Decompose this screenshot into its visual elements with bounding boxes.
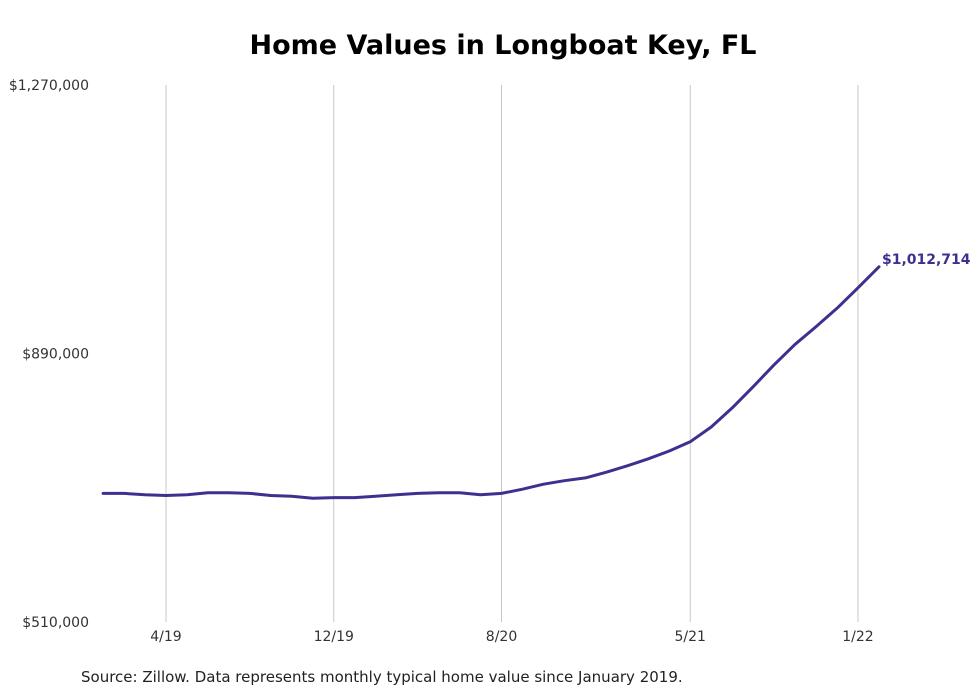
- x-tick-label: 5/21: [675, 629, 706, 645]
- chart-title: Home Values in Longboat Key, FL: [249, 30, 757, 61]
- end-value-label: $1,012,714: [882, 252, 971, 268]
- series-line: [101, 265, 881, 500]
- source-note: Source: Zillow. Data represents monthly …: [81, 668, 683, 686]
- x-tick-label: 12/19: [314, 629, 354, 645]
- y-tick-label: $1,270,000: [9, 78, 89, 94]
- y-tick-label: $890,000: [22, 347, 89, 363]
- x-tick-label: 4/19: [150, 629, 181, 645]
- y-tick-label: $510,000: [22, 615, 89, 631]
- x-tick-label: 8/20: [486, 629, 517, 645]
- x-tick-label: 1/22: [842, 629, 873, 645]
